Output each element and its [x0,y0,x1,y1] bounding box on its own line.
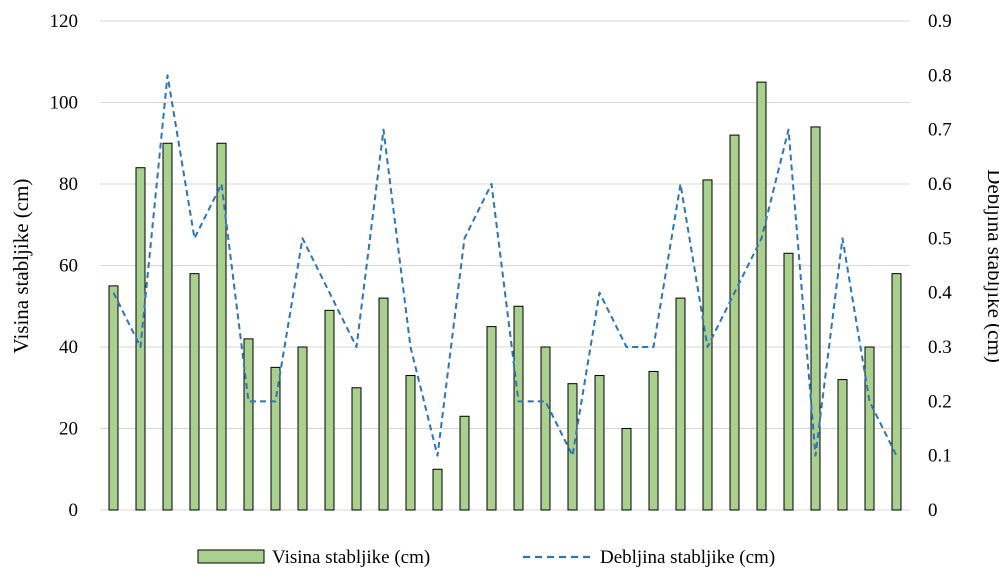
bar [729,134,740,511]
bar [837,379,848,511]
right-tick-label: 0.1 [928,446,952,467]
right-axis-ticks: 0 0.1 0.2 0.3 0.4 0.5 0.6 0.7 0.8 0.9 [928,11,952,521]
left-axis-ticks: 0 20 40 60 80 100 120 [50,11,79,521]
legend-bar-label: Visina stabljike (cm) [272,547,430,568]
bar [810,126,821,511]
bar [324,309,335,511]
left-tick-label: 120 [50,11,79,32]
bar [378,297,389,511]
bar [351,387,362,511]
right-tick-label: 0 [928,500,938,521]
bar [675,297,686,511]
bar [270,366,281,511]
legend-bar-swatch [197,549,265,564]
gridlines [100,20,910,511]
left-tick-label: 0 [69,500,79,521]
bar [756,81,767,511]
series-line [112,74,898,457]
bar [864,346,875,511]
bar [486,326,497,511]
right-tick-label: 0.5 [928,228,952,249]
legend: Visina stabljike (cm) Debljina stabljike… [197,547,775,568]
bar [891,273,902,511]
bar [243,338,254,511]
bar [567,383,578,511]
bar [648,370,659,511]
bar [162,142,173,511]
bar [189,273,200,511]
right-tick-label: 0.2 [928,391,952,412]
left-tick-label: 80 [59,174,78,195]
bar [405,375,416,511]
left-tick-label: 20 [59,419,78,440]
bar [594,375,605,511]
bar [297,346,308,511]
line-series [112,74,898,457]
right-tick-label: 0.8 [928,65,952,86]
bar [513,305,524,511]
bar [459,415,470,511]
bar [108,285,119,511]
right-tick-label: 0.9 [928,11,952,32]
bar [540,346,551,511]
bar [621,428,632,511]
left-axis-title: Visina stabljike (cm) [9,179,33,354]
legend-line-label: Debljina stabljike (cm) [600,547,775,568]
right-tick-label: 0.3 [928,337,952,358]
bar [216,142,227,511]
right-tick-label: 0.4 [928,283,952,304]
left-tick-label: 100 [50,93,79,114]
left-tick-label: 60 [59,256,78,277]
right-tick-label: 0.7 [928,120,952,141]
bar [432,468,443,511]
right-axis-title: Debljina stabljike (cm) [983,169,999,363]
left-tick-label: 40 [59,337,78,358]
right-tick-label: 0.6 [928,174,952,195]
bar [783,252,794,511]
